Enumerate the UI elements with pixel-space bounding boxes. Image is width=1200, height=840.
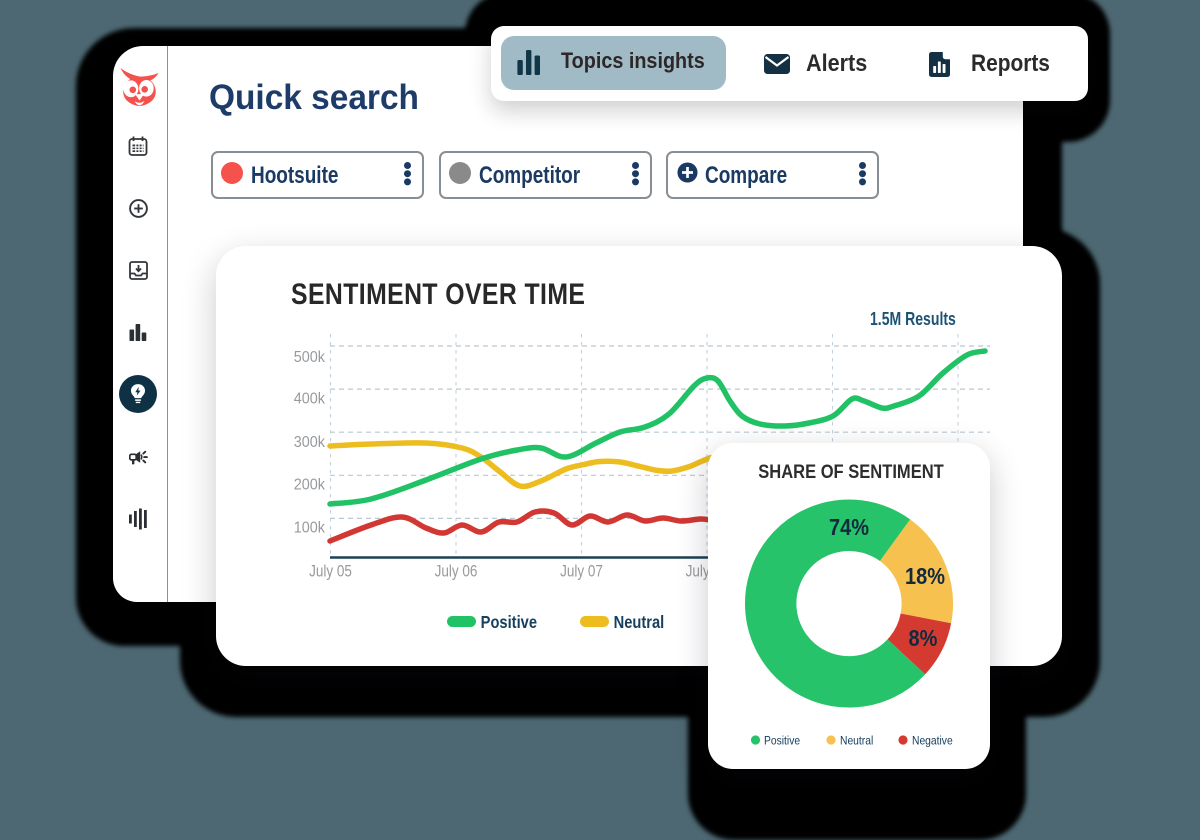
svg-text:July 05: July 05 [309,562,352,581]
svg-text:400k: 400k [294,390,326,408]
svg-text:Neutral: Neutral [614,613,665,632]
svg-text:74%: 74% [829,513,869,540]
svg-text:Positive: Positive [481,613,537,632]
svg-text:100k: 100k [294,519,326,537]
svg-text:July 06: July 06 [435,562,478,581]
svg-text:500k: 500k [294,348,326,366]
svg-text:18%: 18% [905,562,945,589]
svg-text:8%: 8% [909,624,938,651]
svg-text:July 07: July 07 [560,562,603,581]
svg-text:Negative: Negative [912,735,953,748]
svg-text:200k: 200k [294,476,326,494]
svg-text:300k: 300k [294,433,326,451]
svg-text:Positive: Positive [764,735,800,748]
svg-text:Neutral: Neutral [840,735,873,748]
